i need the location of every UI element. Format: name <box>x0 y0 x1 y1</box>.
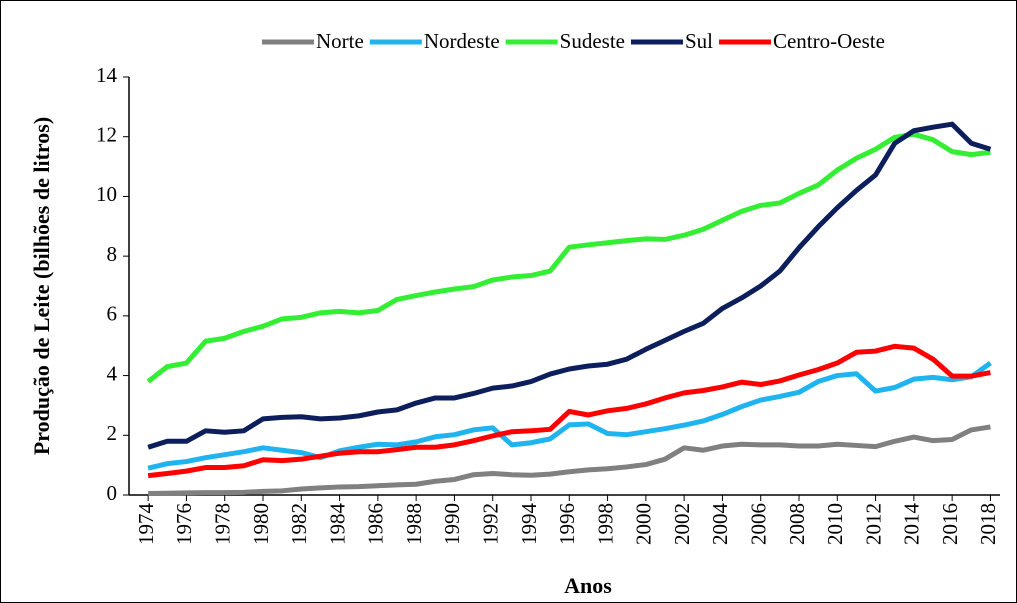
legend-label: Centro-Oeste <box>773 29 885 53</box>
x-tick-label: 1980 <box>249 503 273 545</box>
x-tick-label: 2006 <box>747 503 771 545</box>
x-tick-label: 1998 <box>593 503 617 545</box>
legend-label: Nordeste <box>424 29 500 53</box>
series-line <box>148 424 991 497</box>
x-tick-label: 2004 <box>708 503 732 546</box>
x-tick-label: 1986 <box>364 503 388 545</box>
y-tick-label: 14 <box>96 63 118 87</box>
y-tick-label: 8 <box>107 242 118 266</box>
legend-label: Norte <box>316 29 364 53</box>
x-tick-label: 2010 <box>823 503 847 545</box>
x-tick-label: 2018 <box>976 503 1000 545</box>
x-tick-label: 1974 <box>134 503 158 546</box>
x-tick-label: 2008 <box>785 503 809 545</box>
x-axis-title: Anos <box>564 573 612 598</box>
y-tick-label: 0 <box>107 481 118 505</box>
x-tick-label: 2000 <box>632 503 656 545</box>
x-tick-label: 2016 <box>938 503 962 545</box>
y-tick-label: 4 <box>107 361 118 385</box>
x-tick-label: 1990 <box>440 503 464 545</box>
legend-label: Sul <box>685 29 713 53</box>
x-tick-label: 1976 <box>172 503 196 545</box>
y-tick-label: 6 <box>107 302 118 326</box>
x-tick-label: 1984 <box>325 503 349 546</box>
x-tick-label: 1996 <box>555 503 579 545</box>
series-line <box>147 121 992 450</box>
series-line <box>147 360 992 471</box>
x-tick-label: 1978 <box>211 503 235 545</box>
y-tick-label: 10 <box>96 182 117 206</box>
y-axis-title: Produção de Leite (bilhões de litros) <box>29 117 54 455</box>
x-tick-label: 1982 <box>287 503 311 545</box>
legend-label: Sudeste <box>560 29 625 53</box>
x-tick-label: 1988 <box>402 503 426 545</box>
series-line <box>146 131 991 384</box>
y-tick-label: 12 <box>96 123 117 147</box>
x-tick-label: 2012 <box>861 503 885 545</box>
y-tick-label: 2 <box>107 421 118 445</box>
x-tick-label: 1992 <box>479 503 503 545</box>
series-line <box>147 343 991 479</box>
x-tick-label: 1994 <box>517 503 541 546</box>
x-tick-label: 2014 <box>900 503 924 546</box>
x-tick-label: 2002 <box>670 503 694 545</box>
